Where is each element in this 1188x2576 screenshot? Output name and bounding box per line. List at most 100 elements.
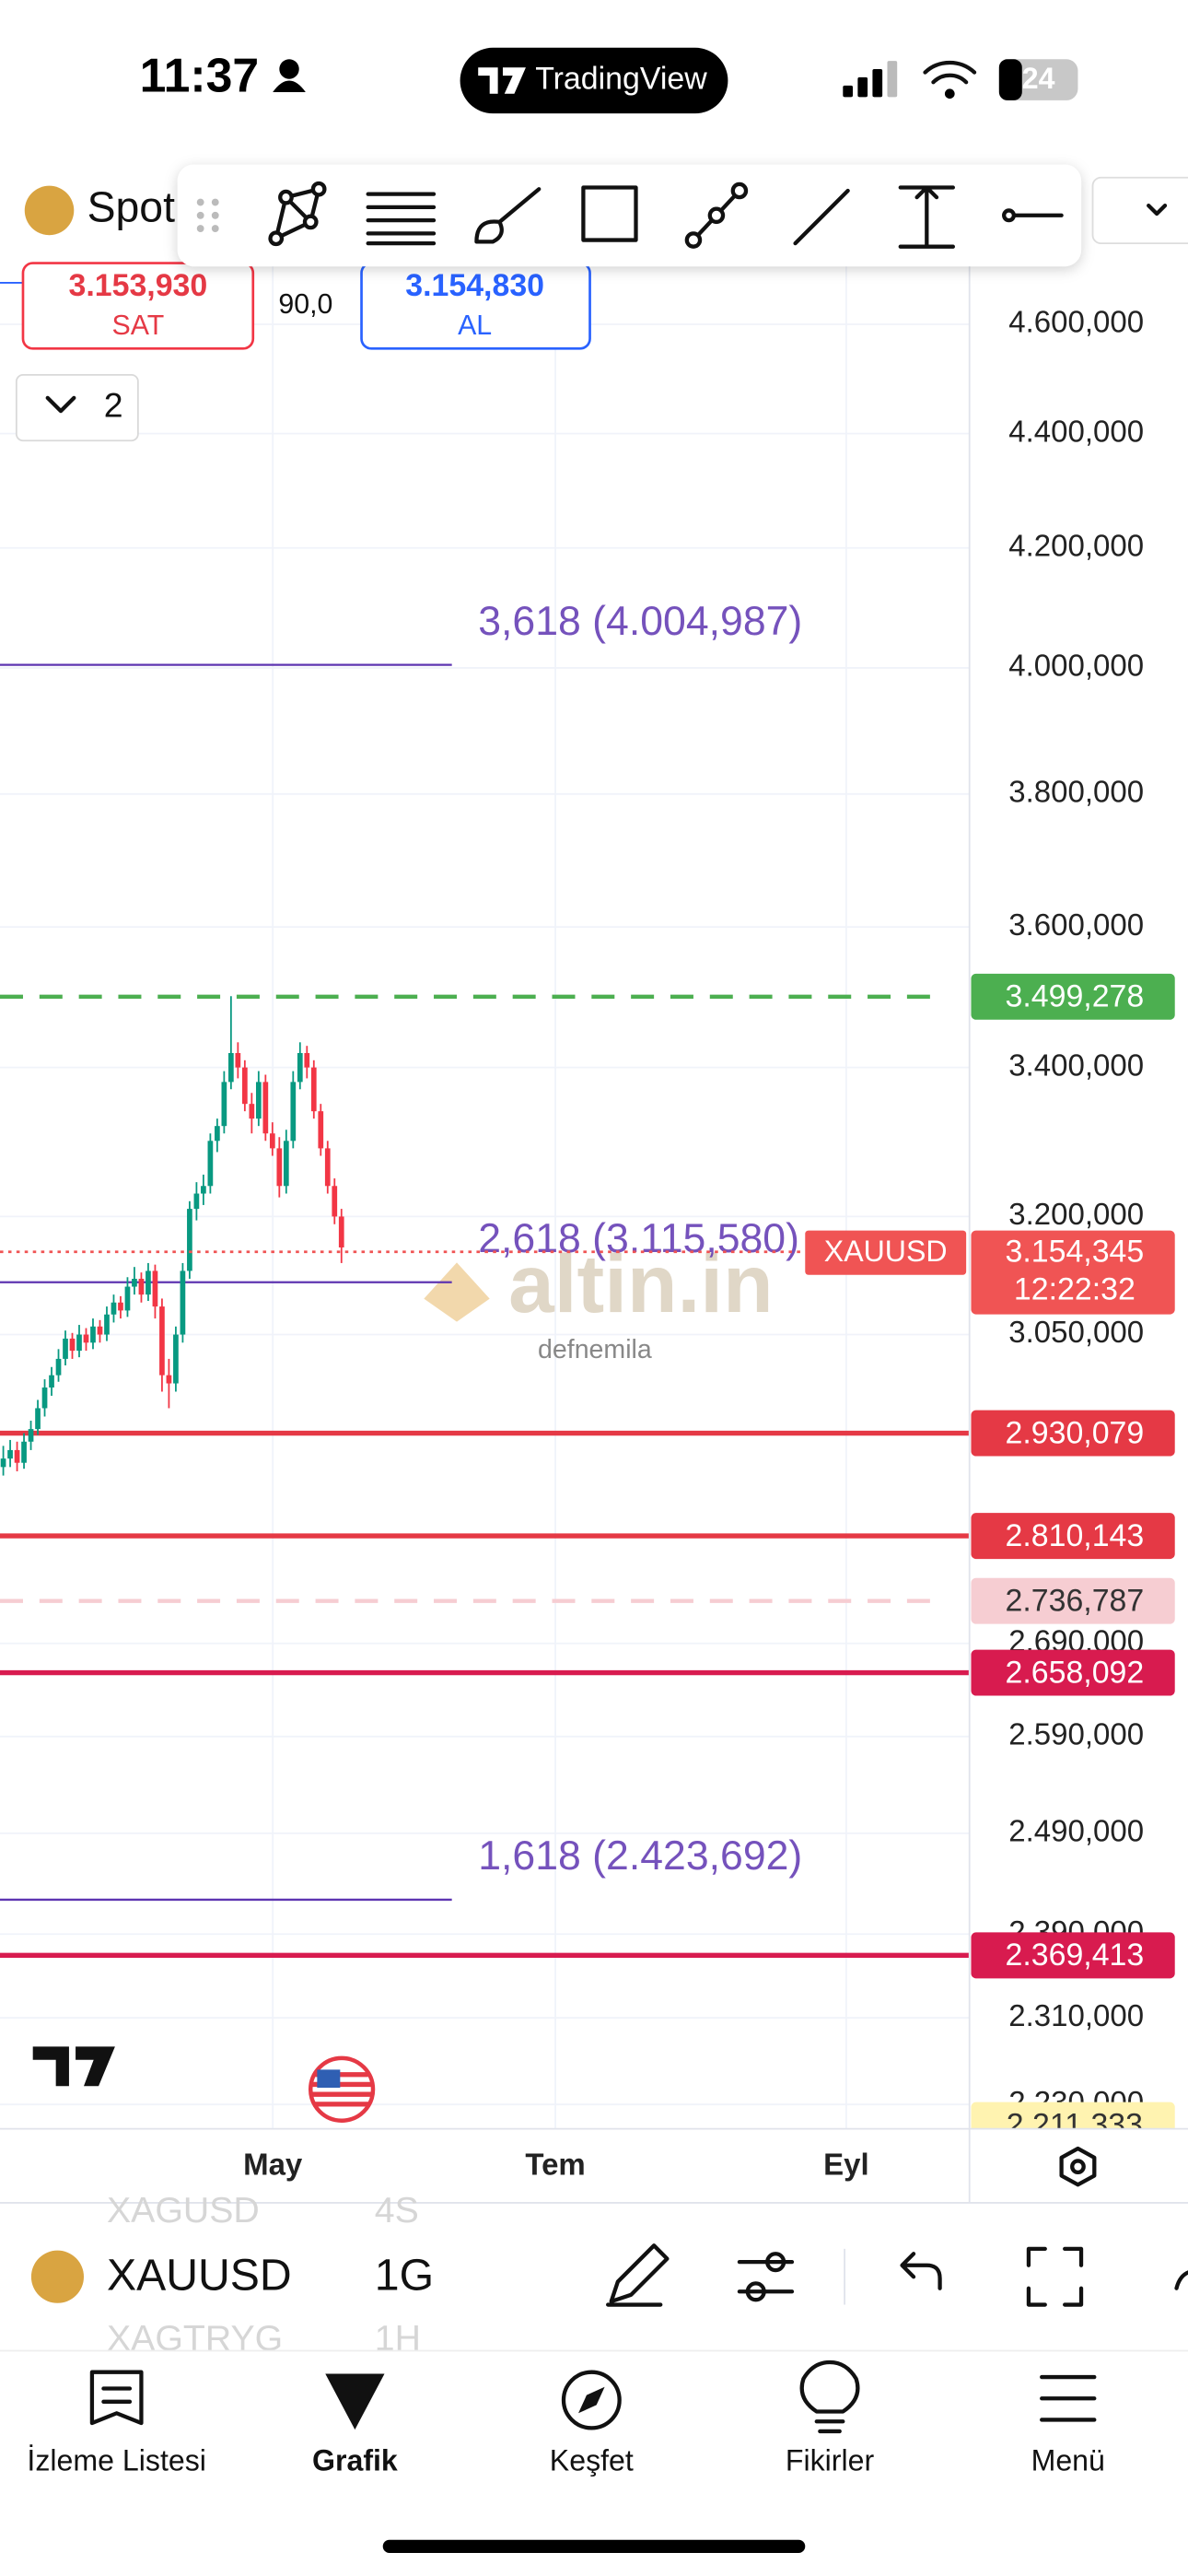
settings-icon[interactable] (1059, 2146, 1097, 2187)
draw-button[interactable] (606, 2243, 670, 2307)
drag-handle[interactable] (196, 198, 219, 232)
sell-price: 3.153,930 (68, 268, 207, 303)
symbol-partial[interactable]: Spot (87, 183, 176, 231)
toolbar-bg (177, 164, 1082, 267)
tool-line[interactable] (793, 188, 850, 246)
symbol-bar: XAGUSD 4S XAUUSD 1G XAGTRYG 1H (30, 2190, 1188, 2359)
candle-body (318, 1111, 324, 1149)
x-tick-label: Tem (525, 2147, 585, 2181)
y-tick-label: 3.200,000 (1008, 1197, 1144, 1231)
candle-body (63, 1338, 68, 1359)
sell-button[interactable] (21, 262, 255, 350)
battery-text: 24 (1022, 62, 1055, 95)
y-tick-label: 3.050,000 (1008, 1315, 1144, 1349)
indicator-toggle[interactable] (15, 373, 139, 442)
price-tag-label: 3.499,278 (1005, 979, 1144, 1014)
fullscreen-button[interactable] (1026, 2246, 1084, 2307)
y-tick-label: 3.400,000 (1008, 1048, 1144, 1082)
tool-hline[interactable] (1002, 208, 1064, 223)
tab-active[interactable]: Grafik (312, 2443, 398, 2476)
sell-label: SAT (112, 310, 165, 341)
y-tick-label: 2.590,000 (1008, 1717, 1144, 1751)
tab-icon (325, 2373, 385, 2430)
candle-body (173, 1334, 179, 1384)
candle-body (215, 1126, 220, 1142)
candle-body (90, 1326, 96, 1343)
settings-icon (1070, 2159, 1086, 2175)
candle-body (304, 1052, 310, 1068)
tab-icon (561, 2370, 622, 2430)
indicators-button (745, 2281, 766, 2302)
y-tick-label: 4.000,000 (1008, 649, 1144, 683)
tool-measure[interactable] (898, 185, 955, 249)
candle-body (111, 1302, 117, 1315)
candle-body (221, 1082, 227, 1127)
x-tick-label: May (243, 2147, 303, 2181)
price-tag (971, 2102, 1175, 2129)
candle-body (35, 1408, 41, 1430)
prev-symbol: XAGUSD (107, 2190, 260, 2231)
candle-body (269, 1133, 275, 1149)
more-button[interactable] (1174, 2270, 1188, 2290)
tool-fib[interactable] (366, 192, 437, 246)
candle-body (146, 1270, 151, 1295)
app-pill[interactable] (460, 47, 728, 114)
candle-body (152, 1270, 158, 1307)
tool-rect[interactable] (581, 185, 638, 242)
tool-brush[interactable] (474, 187, 542, 244)
candle-body (83, 1334, 89, 1343)
tab[interactable]: Keşfet (550, 2443, 634, 2476)
buy-label: AL (458, 310, 492, 341)
candle-body (0, 1458, 6, 1468)
candle-body (97, 1326, 103, 1335)
candle-body (324, 1148, 331, 1187)
y-tick-label: 4.200,000 (1008, 528, 1144, 562)
candle-body (159, 1306, 165, 1376)
undo-button[interactable] (900, 2252, 942, 2290)
tool-path[interactable] (684, 181, 749, 249)
candle-body (332, 1186, 338, 1217)
y-tick-label: 2.490,000 (1008, 1814, 1144, 1848)
y-tick-label: 2.310,000 (1008, 1998, 1144, 2032)
candle-body (166, 1375, 172, 1384)
indicator-count: 2 (104, 385, 123, 424)
candle-body (262, 1082, 269, 1134)
person-icon (273, 80, 306, 92)
prev-interval: 4S (375, 2190, 419, 2231)
price-tag-label: 2.810,143 (1005, 1518, 1144, 1553)
candle-body (276, 1148, 283, 1187)
candle-body (124, 1286, 131, 1311)
dropdown[interactable] (1091, 176, 1188, 245)
symbol[interactable]: XAUUSD (107, 2251, 292, 2301)
price-tag (971, 1932, 1175, 1979)
tab[interactable]: Fikirler (786, 2443, 875, 2476)
candle-body (201, 1186, 206, 1194)
candle-body (41, 1388, 48, 1409)
candle-body (193, 1193, 200, 1210)
tab-icon (799, 2359, 860, 2434)
tab[interactable]: İzleme Listesi (27, 2443, 206, 2476)
candle-body (297, 1052, 303, 1083)
candle-body (290, 1082, 297, 1142)
x-axis: May Tem Eyl (243, 2147, 869, 2181)
candle-body (255, 1082, 262, 1119)
header: Spot (24, 176, 1188, 245)
tab[interactable]: Menü (1031, 2443, 1105, 2476)
battery-level (998, 59, 1022, 100)
app-name: TradingView (535, 61, 707, 96)
wifi-icon (923, 60, 977, 85)
candle-body (132, 1278, 137, 1287)
candle-body (28, 1429, 34, 1442)
candle-body (69, 1338, 76, 1352)
indicators-button (765, 2252, 786, 2273)
candle-body (187, 1209, 192, 1271)
candle-body (49, 1375, 54, 1388)
candle-body (283, 1141, 289, 1187)
price-tag-label: 2.369,413 (1005, 1938, 1144, 1973)
candle-body (138, 1278, 145, 1295)
drawing-toolbar (177, 164, 1082, 267)
tool-pattern[interactable] (268, 181, 327, 247)
interval[interactable]: 1G (375, 2251, 434, 2301)
tab-icon (89, 2370, 144, 2426)
